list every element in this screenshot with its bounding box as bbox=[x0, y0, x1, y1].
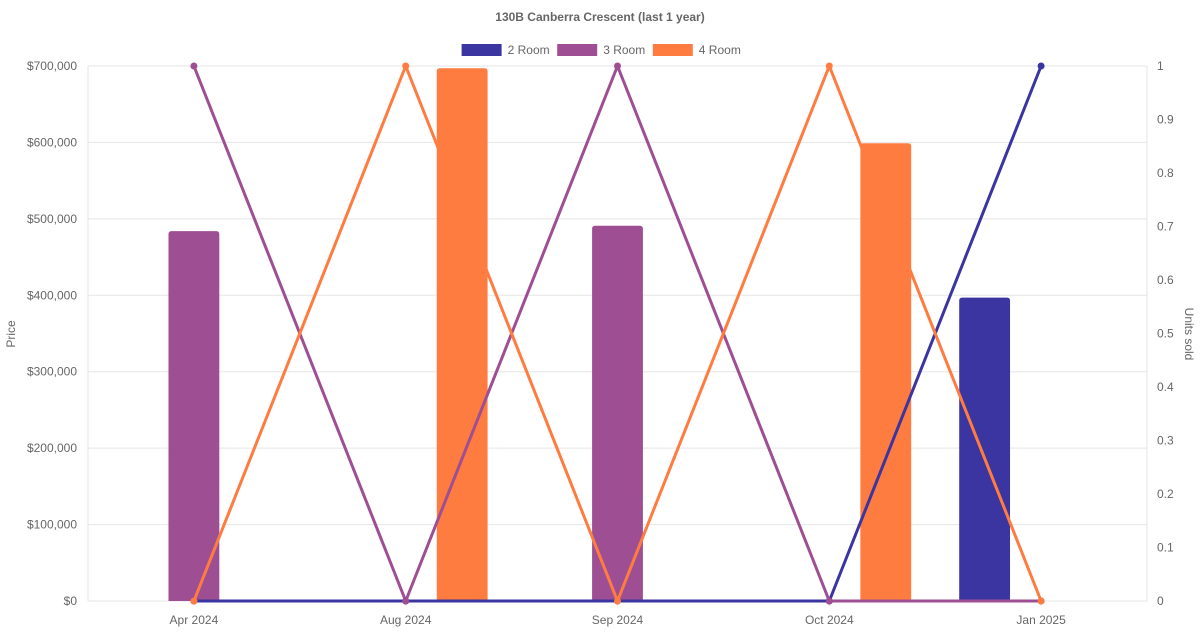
x-tick-label: Apr 2024 bbox=[170, 613, 219, 627]
y-tick-label: $600,000 bbox=[27, 135, 77, 149]
bar-3-room bbox=[168, 231, 220, 602]
y2-tick-label: 0.2 bbox=[1157, 487, 1174, 501]
y2-tick-label: 0.3 bbox=[1157, 434, 1174, 448]
chart-title: 130B Canberra Crescent (last 1 year) bbox=[495, 10, 704, 24]
lines-layer bbox=[190, 62, 1045, 605]
bars-layer bbox=[168, 68, 1011, 602]
y-tick-label: $500,000 bbox=[27, 212, 77, 226]
legend-swatch-3-room bbox=[557, 44, 598, 56]
y-tick-label: $200,000 bbox=[27, 441, 77, 455]
y2-tick-label: 0.8 bbox=[1157, 166, 1174, 180]
point-4-room bbox=[402, 62, 410, 70]
x-tick-label: Sep 2024 bbox=[592, 613, 644, 627]
point-2-room bbox=[1037, 62, 1045, 70]
point-3-room bbox=[190, 62, 198, 70]
axes-layer: $0 $100,000 $200,000 $300,000 $400,000 $500,0… bbox=[27, 59, 1174, 627]
y2-tick-label: 0.7 bbox=[1157, 220, 1174, 234]
y2-tick-label: 0.1 bbox=[1157, 541, 1174, 555]
bar-4-room bbox=[436, 68, 488, 602]
x-tick-label: Aug 2024 bbox=[380, 613, 432, 627]
legend: 2 Room 3 Room 4 Room bbox=[461, 43, 741, 57]
point-3-room bbox=[614, 62, 621, 70]
y-tick-label: $100,000 bbox=[27, 518, 77, 532]
y2-tick-label: 0.9 bbox=[1157, 113, 1174, 127]
y2-tick-label: 0.4 bbox=[1157, 380, 1174, 394]
x-tick-label: Jan 2025 bbox=[1016, 613, 1066, 627]
point-3-room bbox=[825, 597, 833, 605]
y2-tick-label: 1 bbox=[1157, 59, 1164, 73]
legend-swatch-2-room bbox=[461, 44, 502, 56]
point-4-room bbox=[190, 597, 198, 605]
y2-tick-label: 0.6 bbox=[1157, 273, 1174, 287]
y-tick-label: $300,000 bbox=[27, 365, 77, 379]
point-3-room bbox=[402, 597, 410, 605]
y2-axis-title: Units sold bbox=[1182, 308, 1196, 361]
y-tick-label: $400,000 bbox=[27, 288, 77, 302]
bar-2-room bbox=[959, 297, 1011, 601]
legend-swatch-4-room bbox=[652, 44, 693, 56]
point-4-room bbox=[1037, 597, 1045, 605]
y-axis-title: Price bbox=[4, 320, 18, 348]
legend-label-2-room: 2 Room bbox=[508, 43, 550, 57]
y-tick-label: $700,000 bbox=[27, 59, 77, 73]
y2-tick-label: 0 bbox=[1157, 594, 1164, 608]
point-4-room bbox=[614, 597, 621, 605]
legend-label-3-room: 3 Room bbox=[603, 43, 645, 57]
bar-3-room bbox=[592, 225, 643, 601]
legend-label-4-room: 4 Room bbox=[699, 43, 741, 57]
point-4-room bbox=[825, 62, 833, 70]
y2-tick-label: 0.5 bbox=[1157, 327, 1174, 341]
y-tick-label: $0 bbox=[64, 594, 78, 608]
x-tick-label: Oct 2024 bbox=[805, 613, 854, 627]
